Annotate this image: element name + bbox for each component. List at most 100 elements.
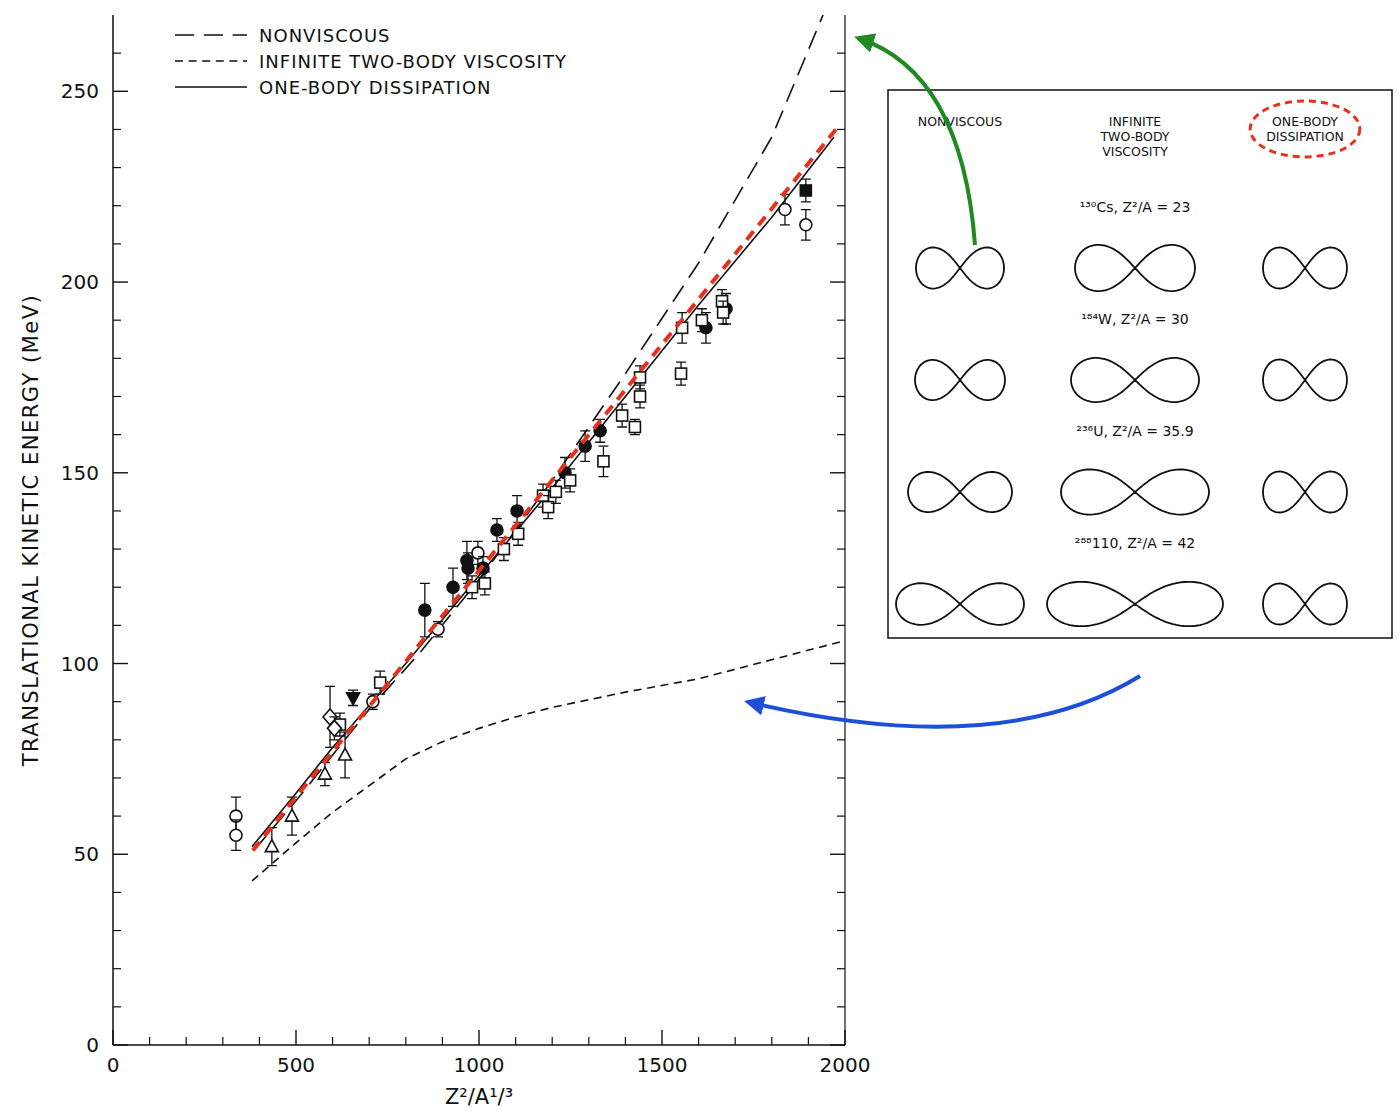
legend: NONVISCOUSINFINITE TWO-BODY VISCOSITYONE… (175, 25, 567, 98)
x-minor-tick (369, 1037, 370, 1045)
y-minor-tick (113, 243, 121, 244)
data-point (265, 840, 278, 852)
y-minor-tick (113, 167, 121, 168)
y-tick-right (830, 91, 845, 92)
inset-row-label: ²³⁶U, Z²/A = 35.9 (1076, 423, 1193, 439)
y-tick-label: 250 (61, 79, 99, 103)
data-point (696, 315, 707, 326)
y-minor-tick-right (837, 205, 845, 206)
y-minor-tick (113, 816, 121, 817)
y-minor-tick-right (837, 129, 845, 130)
y-minor-tick (113, 587, 121, 588)
inset-column-head-line: NONVISCOUS (918, 114, 1002, 129)
data-point (339, 748, 352, 760)
y-minor-tick (113, 434, 121, 435)
x-tick (478, 1030, 479, 1045)
arrow-blue (748, 676, 1140, 727)
error-bar (420, 583, 430, 636)
legend-swatch (175, 60, 247, 62)
error-bar (617, 404, 627, 427)
x-tick (661, 1030, 662, 1045)
y-tick-right (830, 663, 845, 664)
inset-column-head-line: ONE-BODY (1272, 114, 1338, 129)
y-minor-tick-right (837, 548, 845, 549)
x-minor-tick (625, 1037, 626, 1045)
scission-shape (908, 472, 1012, 512)
scission-shape (916, 247, 1004, 288)
data-point (565, 475, 576, 486)
x-tick-label: 1500 (637, 1053, 688, 1077)
y-minor-tick-right (837, 434, 845, 435)
data-point (800, 185, 811, 196)
data-point (617, 410, 628, 421)
arrow-green (858, 38, 975, 245)
data-point (598, 456, 609, 467)
x-tick-label: 500 (277, 1053, 315, 1077)
y-minor-tick (113, 548, 121, 549)
y-axis-right-line (844, 15, 845, 1045)
legend-label: NONVISCOUS (259, 25, 390, 46)
model-curve (252, 641, 845, 881)
inset-row-label: ¹⁸⁴W, Z²/A = 30 (1081, 311, 1189, 327)
y-tick (113, 1044, 128, 1045)
y-tick-label: 200 (61, 270, 99, 294)
error-bar (598, 446, 608, 477)
error-bar (801, 210, 811, 241)
error-bar (231, 820, 241, 851)
error-bar (718, 301, 728, 324)
scission-shape (1263, 248, 1347, 289)
data-point (800, 219, 812, 231)
x-minor-tick (808, 1037, 809, 1045)
x-tick (112, 1030, 113, 1045)
scission-shape (1047, 582, 1223, 626)
y-minor-tick-right (837, 625, 845, 626)
y-minor-tick (113, 53, 121, 54)
data-point (779, 204, 791, 216)
y-tick (113, 91, 128, 92)
x-minor-tick (149, 1037, 150, 1045)
y-tick-label: 0 (86, 1033, 99, 1057)
highlight-line (253, 129, 836, 850)
y-minor-tick (113, 396, 121, 397)
y-minor-tick-right (837, 739, 845, 740)
y-minor-tick-right (837, 701, 845, 702)
inset-column-head: ONE-BODYDISSIPATION (1266, 114, 1344, 144)
y-minor-tick (113, 358, 121, 359)
model-curve (254, 15, 823, 850)
y-minor-tick (113, 1006, 121, 1007)
y-tick-right (830, 472, 845, 473)
x-tick-label: 2000 (820, 1053, 871, 1077)
legend-label: ONE-BODY DISSIPATION (259, 77, 492, 98)
y-minor-tick-right (837, 510, 845, 511)
data-point (327, 720, 341, 736)
data-point (318, 767, 331, 779)
y-tick-right (830, 281, 845, 282)
highlight-ellipse (1250, 101, 1360, 157)
legend-swatch (175, 86, 247, 88)
y-axis-title: TRANSLATIONAL KINETIC ENERGY (MeV) (19, 294, 43, 768)
data-point (676, 368, 687, 379)
y-minor-tick-right (837, 396, 845, 397)
inset-column-head-line: VISCOSITY (1102, 144, 1168, 159)
x-minor-tick (552, 1037, 553, 1045)
x-minor-tick (405, 1037, 406, 1045)
plot-area (230, 15, 845, 881)
x-tick (295, 1030, 296, 1045)
data-point (718, 307, 729, 318)
y-minor-tick-right (837, 167, 845, 168)
error-bar (697, 309, 707, 332)
y-minor-tick-right (837, 777, 845, 778)
y-minor-tick (113, 205, 121, 206)
error-bar (630, 419, 640, 434)
data-point (447, 581, 459, 593)
scission-shape (1263, 584, 1347, 625)
x-tick (844, 1030, 845, 1045)
y-minor-tick (113, 701, 121, 702)
scission-shape (1263, 472, 1347, 513)
error-bar (677, 313, 687, 344)
scission-shape (1061, 469, 1209, 514)
y-minor-tick (113, 320, 121, 321)
data-point (635, 391, 646, 402)
y-axis-line (112, 15, 114, 1045)
y-minor-tick-right (837, 358, 845, 359)
